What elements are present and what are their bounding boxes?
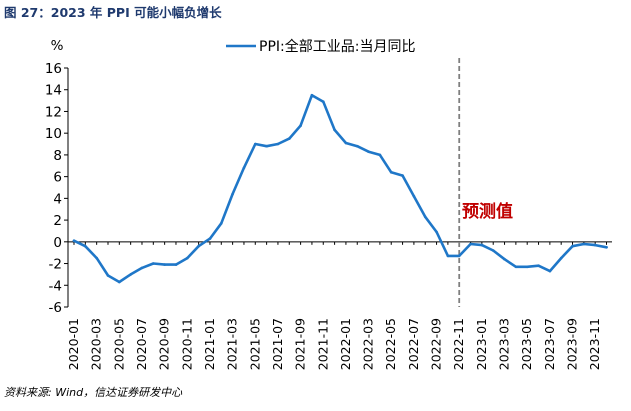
x-tick-label: 2023-01 — [474, 318, 489, 370]
ppi-data-point — [186, 256, 189, 260]
ppi-data-point — [593, 243, 597, 247]
ppi-data-point — [208, 237, 212, 240]
x-tick-label: 2022-03 — [361, 318, 376, 370]
x-tick-label: 2022-07 — [406, 318, 421, 370]
ppi-data-point — [163, 263, 166, 266]
ppi-data-point — [265, 144, 268, 148]
y-tick-label: 4 — [53, 191, 62, 207]
ppi-data-point — [106, 274, 110, 277]
ppi-data-point — [299, 124, 302, 127]
y-tick-label: -2 — [49, 257, 62, 273]
y-tick-label: 2 — [53, 213, 62, 229]
ppi-data-point — [152, 262, 155, 265]
ppi-data-point — [129, 273, 132, 276]
y-tick-label: 12 — [45, 104, 62, 120]
ppi-data-point — [333, 128, 336, 132]
ppi-data-point — [344, 141, 348, 145]
ppi-data-point — [457, 254, 461, 258]
x-tick-label: 2021-03 — [225, 318, 240, 370]
ppi-data-point — [322, 100, 325, 103]
x-tick-label: 2022-01 — [338, 318, 353, 370]
ppi-data-point — [525, 265, 529, 269]
ppi-data-point — [559, 256, 563, 260]
ppi-series-line — [72, 93, 608, 284]
ppi-data-point — [174, 263, 178, 266]
ppi-data-point — [367, 150, 370, 153]
figure-title: 图 27：2023 年 PPI 可能小幅负增长 — [4, 5, 222, 20]
ppi-data-point — [231, 192, 234, 196]
ppi-data-point — [605, 246, 608, 249]
ppi-data-point — [480, 243, 484, 247]
ppi-data-point — [537, 264, 540, 268]
y-tick-label: 16 — [45, 61, 62, 77]
x-tick-label: 2023-09 — [565, 318, 580, 370]
x-tick-label: 2022-05 — [383, 318, 398, 370]
ppi-data-point — [389, 171, 393, 174]
ppi-data-point — [72, 239, 76, 242]
figure-source: 资料来源: Wind，信达证券研发中心 — [4, 386, 183, 399]
x-tick-label: 2020-05 — [111, 318, 126, 370]
y-tick-label: -6 — [49, 300, 62, 316]
x-tick-label: 2021-01 — [202, 318, 217, 370]
x-tick-label: 2022-11 — [451, 318, 466, 370]
ppi-data-point — [503, 257, 506, 261]
ppi-data-point — [242, 166, 246, 170]
ppi-data-point — [84, 244, 87, 248]
y-tick-label: 14 — [45, 83, 62, 99]
ppi-data-point — [446, 254, 450, 258]
x-tick-label: 2023-11 — [587, 318, 602, 370]
ppi-data-point — [435, 230, 438, 234]
x-tick-label: 2021-05 — [247, 318, 262, 370]
ppi-data-point — [310, 93, 314, 97]
y-tick-label: -4 — [49, 278, 62, 294]
x-tick-label: 2021-09 — [293, 318, 308, 370]
y-axis-unit-label: % — [51, 38, 64, 54]
y-axis: -6 -4 -2 0 2 4 6 8 10 12 14 16 — [45, 61, 69, 316]
y-tick-label: 8 — [53, 148, 62, 164]
ppi-data-point — [140, 266, 144, 270]
x-tick-label: 2020-03 — [89, 318, 104, 370]
y-tick-label: 10 — [45, 126, 62, 142]
x-axis: 2020-01 2020-03 2020-05 2020-07 2020-09 2020-… — [66, 241, 612, 370]
x-tick-label: 2020-07 — [134, 318, 149, 370]
ppi-data-point — [378, 153, 382, 157]
ppi-data-point — [401, 174, 404, 177]
ppi-data-point — [412, 194, 416, 198]
x-tick-label: 2023-05 — [519, 318, 534, 370]
ppi-data-point — [514, 265, 518, 269]
y-tick-label: 0 — [53, 235, 62, 251]
x-tick-label: 2021-11 — [315, 318, 330, 370]
ppi-data-point — [423, 215, 427, 219]
ppi-data-point — [491, 249, 495, 252]
ppi-data-point — [95, 256, 98, 260]
x-tick-label: 2020-01 — [66, 318, 81, 370]
legend-series-label: PPI:全部工业品:当月同比 — [259, 38, 415, 55]
ppi-data-point — [469, 242, 472, 246]
ppi-data-point — [254, 142, 257, 146]
ppi-data-point — [356, 144, 359, 148]
ppi-data-point — [288, 137, 291, 140]
ppi-data-point — [571, 244, 574, 248]
x-tick-label: 2020-11 — [179, 318, 194, 370]
ppi-data-point — [118, 280, 121, 284]
ppi-data-point — [220, 222, 223, 225]
ppi-data-point — [548, 269, 552, 273]
legend: PPI:全部工业品:当月同比 — [226, 38, 415, 55]
y-tick-label: 6 — [53, 170, 62, 186]
x-tick-label: 2022-09 — [429, 318, 444, 370]
x-tick-label: 2021-07 — [270, 318, 285, 370]
x-tick-label: 2023-03 — [497, 318, 512, 370]
x-tick-label: 2023-07 — [542, 318, 557, 370]
plot-area — [72, 58, 608, 307]
ppi-data-point — [197, 244, 200, 248]
ppi-data-point — [276, 142, 280, 146]
x-tick-label: 2020-09 — [157, 318, 172, 370]
ppi-data-point — [582, 242, 586, 246]
forecast-label: 预测值 — [462, 201, 513, 222]
